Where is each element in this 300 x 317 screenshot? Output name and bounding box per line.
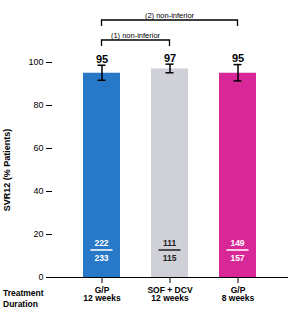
- svg-text:(1) non-inferior: (1) non-inferior: [111, 31, 161, 40]
- svg-text:111: 111: [163, 238, 177, 248]
- svg-text:(2) non-inferior: (2) non-inferior: [145, 11, 195, 20]
- svg-text:0: 0: [38, 272, 43, 282]
- svg-text:SOF + DCV12 weeks: SOF + DCV12 weeks: [147, 285, 192, 304]
- svg-text:80: 80: [33, 100, 43, 110]
- svg-text:149: 149: [230, 238, 244, 248]
- svg-text:157: 157: [230, 253, 244, 263]
- svg-text:100: 100: [28, 57, 43, 67]
- svg-text:Duration: Duration: [3, 299, 38, 309]
- svg-text:SVR12 (% Patients): SVR12 (% Patients): [2, 129, 12, 212]
- svg-text:G/P12 weeks: G/P12 weeks: [83, 285, 121, 304]
- svg-text:G/P8 weeks: G/P8 weeks: [222, 285, 255, 304]
- svg-text:95: 95: [232, 52, 244, 64]
- svg-text:115: 115: [163, 253, 177, 263]
- svg-text:20: 20: [33, 229, 43, 239]
- svg-text:60: 60: [33, 143, 43, 153]
- svg-text:40: 40: [33, 186, 43, 196]
- svg-text:95: 95: [96, 53, 108, 65]
- svg-text:222: 222: [94, 238, 108, 248]
- svg-text:Treatment: Treatment: [3, 288, 44, 298]
- svg-text:97: 97: [164, 52, 176, 64]
- svg-text:233: 233: [94, 253, 108, 263]
